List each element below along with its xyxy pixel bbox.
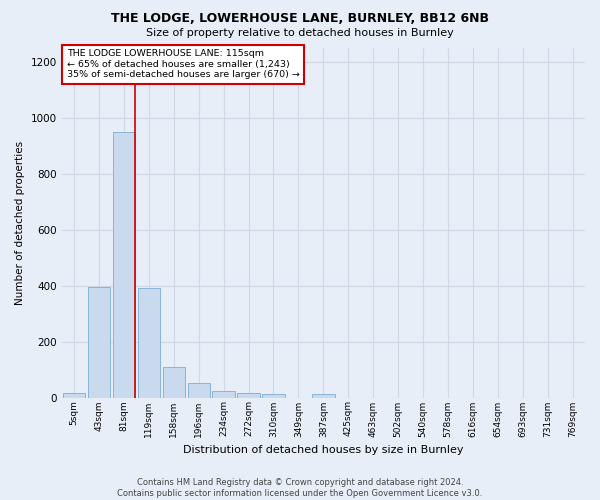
Bar: [113, 132, 135, 398]
Text: Contains HM Land Registry data © Crown copyright and database right 2024.
Contai: Contains HM Land Registry data © Crown c…: [118, 478, 482, 498]
Bar: [188, 383, 210, 398]
Bar: [137, 288, 160, 398]
X-axis label: Distribution of detached houses by size in Burnley: Distribution of detached houses by size …: [183, 445, 464, 455]
Bar: [262, 394, 285, 398]
Text: THE LODGE LOWERHOUSE LANE: 115sqm
← 65% of detached houses are smaller (1,243)
3: THE LODGE LOWERHOUSE LANE: 115sqm ← 65% …: [67, 50, 300, 79]
Y-axis label: Number of detached properties: Number of detached properties: [15, 140, 25, 304]
Bar: [163, 366, 185, 398]
Text: THE LODGE, LOWERHOUSE LANE, BURNLEY, BB12 6NB: THE LODGE, LOWERHOUSE LANE, BURNLEY, BB1…: [111, 12, 489, 26]
Bar: [312, 394, 335, 398]
Text: Size of property relative to detached houses in Burnley: Size of property relative to detached ho…: [146, 28, 454, 38]
Bar: [63, 394, 85, 398]
Bar: [212, 390, 235, 398]
Bar: [238, 394, 260, 398]
Bar: [88, 287, 110, 398]
